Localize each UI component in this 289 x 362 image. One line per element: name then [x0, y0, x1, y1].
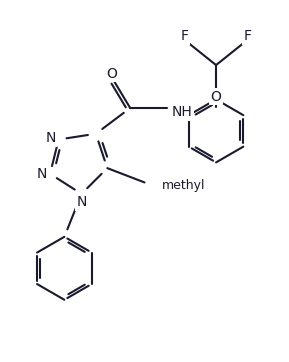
Text: F: F	[181, 29, 188, 43]
Text: N: N	[76, 195, 87, 209]
Text: N: N	[37, 167, 47, 181]
Text: methyl: methyl	[162, 179, 205, 192]
Text: F: F	[244, 29, 251, 43]
Text: NH: NH	[172, 105, 192, 119]
Text: N: N	[45, 131, 56, 145]
Text: O: O	[211, 89, 221, 104]
Text: O: O	[106, 67, 117, 81]
